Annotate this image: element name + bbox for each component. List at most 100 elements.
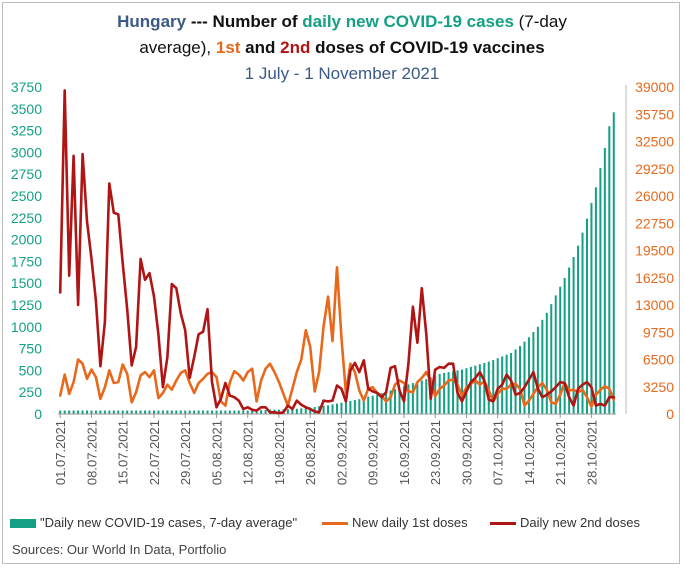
cases-bar (474, 365, 477, 414)
cases-bar (108, 410, 111, 414)
y-left-tick-label: 0 (34, 406, 42, 422)
y-left-tick-label: 3500 (11, 101, 42, 117)
x-tick-label: 21.10.2021 (553, 420, 568, 485)
legend-swatch-first (322, 522, 348, 526)
cases-bar (170, 410, 173, 414)
y-right-tick-label: 0 (666, 406, 674, 422)
cases-bar (103, 410, 106, 414)
title-sep: --- Number of (186, 12, 303, 31)
title-suffix-1: (7-day (513, 12, 567, 31)
x-tick-label: 28.10.2021 (584, 420, 599, 485)
title-cases-phrase: daily new COVID-19 cases (302, 12, 514, 31)
cases-bar (599, 168, 602, 414)
legend-label-second: Daily new 2nd doses (520, 515, 640, 530)
chart-title-line-1: Hungary --- Number of daily new COVID-19… (0, 12, 684, 32)
cases-bar (394, 389, 397, 414)
y-right-tick-label: 16250 (635, 270, 674, 286)
title-line2-start: average), (139, 38, 216, 57)
cases-bar (563, 277, 566, 414)
cases-bar (90, 410, 93, 414)
y-left-tick-label: 3250 (11, 123, 42, 139)
y-left-tick-label: 500 (19, 362, 43, 378)
cases-bar (246, 410, 249, 414)
cases-bar (242, 410, 245, 414)
cases-bar (68, 410, 71, 414)
cases-bar (206, 410, 209, 414)
cases-bar (425, 379, 428, 414)
cases-bar (452, 371, 455, 414)
legend-swatch-cases (10, 519, 36, 529)
x-tick-label: 23.09.2021 (428, 420, 443, 485)
y-right-tick-label: 19500 (635, 243, 674, 259)
cases-bar (184, 410, 187, 414)
cases-bar (202, 410, 205, 414)
cases-bar (514, 349, 517, 414)
y-right-tick-label: 35750 (635, 106, 674, 122)
cases-bar (166, 410, 169, 414)
cases-bar (233, 410, 236, 414)
cases-bar (367, 396, 370, 414)
cases-bar (523, 341, 526, 414)
cases-bar (572, 257, 575, 414)
cases-bar (126, 410, 129, 414)
cases-bar (304, 407, 307, 414)
cases-bar (385, 391, 388, 414)
x-tick-label: 02.09.2021 (334, 420, 349, 485)
cases-bar (152, 410, 155, 414)
cases-bar (130, 410, 133, 414)
cases-bar (72, 410, 75, 414)
x-tick-label: 16.09.2021 (397, 420, 412, 485)
x-tick-label: 12.08.2021 (241, 420, 256, 485)
cases-bar (215, 410, 218, 414)
cases-bar (237, 410, 240, 414)
second-doses-line (58, 89, 616, 415)
y-right-tick-label: 9750 (643, 324, 674, 340)
cases-bar (251, 410, 254, 414)
first-doses-line (58, 265, 616, 408)
cases-bar (358, 399, 361, 414)
cases-bar (496, 358, 499, 414)
cases-bar (94, 410, 97, 414)
cases-bar (344, 401, 347, 414)
cases-bar (590, 202, 593, 414)
cases-bar (416, 381, 419, 414)
cases-bar (144, 410, 147, 414)
cases-bar (77, 410, 80, 414)
cases-bar (157, 410, 160, 414)
y-left-tick-label: 1250 (11, 297, 42, 313)
cases-bar (139, 410, 142, 414)
legend-swatch-second (490, 522, 516, 526)
y-right-tick-label: 22750 (635, 215, 674, 231)
legend-label-first: New daily 1st doses (352, 515, 468, 530)
cases-bar (260, 410, 263, 414)
cases-bar (117, 410, 120, 414)
y-left-tick-label: 3750 (11, 79, 42, 95)
cases-bar (291, 409, 294, 414)
cases-bar (135, 410, 138, 414)
legend-label-cases: "Daily new COVID-19 cases, 7-day average… (40, 515, 298, 530)
cases-bar (81, 410, 84, 414)
y-left-tick-label: 2750 (11, 166, 42, 182)
cases-bar (219, 410, 222, 414)
cases-bar (541, 319, 544, 414)
cases-bar (148, 410, 151, 414)
x-tick-label: 08.07.2021 (84, 420, 99, 485)
title-country: Hungary (117, 12, 187, 31)
cases-bar (527, 337, 530, 414)
cases-bar (483, 362, 486, 414)
cases-bar (224, 410, 227, 414)
cases-bar (175, 410, 178, 414)
title-and: and (240, 38, 281, 57)
y-right-tick-label: 13000 (635, 297, 674, 313)
x-tick-label: 15.07.2021 (116, 420, 131, 485)
cases-bar (179, 410, 182, 414)
cases-bar (349, 400, 352, 414)
cases-bar (353, 400, 356, 414)
x-tick-label: 14.10.2021 (522, 420, 537, 485)
cases-bar (545, 312, 548, 414)
x-tick-label: 26.08.2021 (303, 420, 318, 485)
y-left-tick-label: 3000 (11, 144, 42, 160)
cases-bar (193, 410, 196, 414)
cases-bar (581, 232, 584, 414)
